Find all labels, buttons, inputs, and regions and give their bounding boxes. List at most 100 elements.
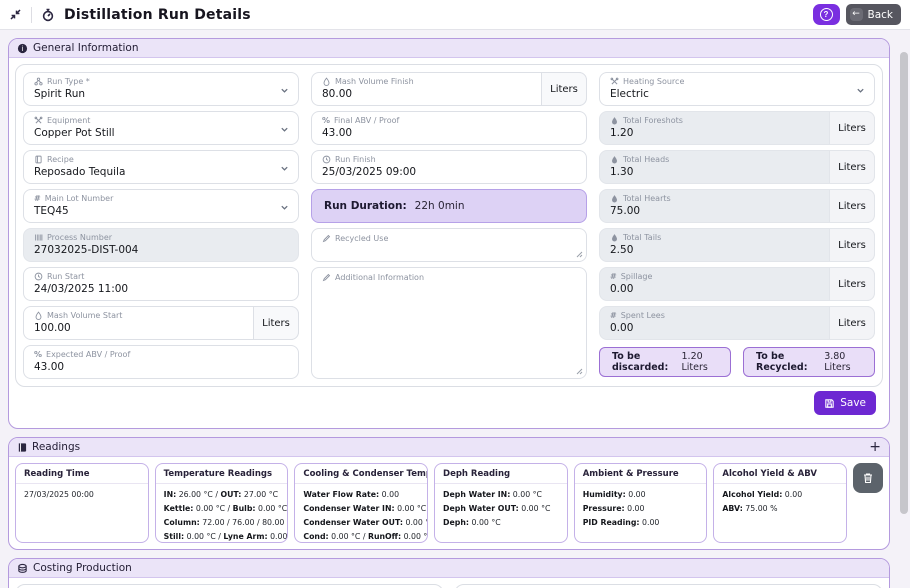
costing-card <box>454 584 883 588</box>
reading-line: Kettle: 0.00 °C / Bulb: 0.00 °C <box>163 503 288 513</box>
reading-card: Alcohol Yield & ABV Alcohol Yield: 0.00 AB… <box>713 463 848 543</box>
reading-line: 27/03/2025 00:00 <box>24 490 94 499</box>
readings-cards: Reading Time 27/03/2025 00:00 Temperature … <box>9 457 889 549</box>
reading-line: Deph Water OUT: 0.00 °C <box>443 503 551 513</box>
section-title: Costing Production <box>33 562 132 574</box>
section-title: Readings <box>32 441 81 453</box>
equipment-select[interactable]: Equipment Copper Pot Still <box>23 111 299 145</box>
reading-line: Condenser Water OUT: 0.00 °C <box>303 517 427 527</box>
heating-source-select[interactable]: Heating Source Electric <box>599 72 875 106</box>
book-icon <box>34 155 43 164</box>
run-type-select[interactable]: Run Type * Spirit Run <box>23 72 299 106</box>
unit-suffix: Liters <box>829 189 875 223</box>
percent-icon: % <box>322 115 331 125</box>
chevron-down-icon <box>280 164 289 173</box>
add-reading-button[interactable]: + <box>869 439 881 455</box>
barcode-icon <box>34 233 43 242</box>
top-bar: Distillation Run Details ? ← Back <box>0 0 910 30</box>
droplet-icon <box>610 155 619 164</box>
save-button[interactable]: Save <box>814 391 876 415</box>
hash-icon: # <box>610 271 617 281</box>
reading-line: Water Flow Rate: 0.00 <box>303 490 400 499</box>
spent-lees-field: # Spent Lees 0.00 Liters <box>599 306 875 340</box>
chevron-down-icon <box>856 86 865 95</box>
unit-suffix: Liters <box>829 267 875 301</box>
reading-line: Condenser Water IN: 0.00 °C <box>303 503 427 513</box>
reading-line: Cond: 0.00 °C / RunOff: 0.00 °C <box>303 531 428 541</box>
reading-card-title: Temperature Readings <box>155 464 288 484</box>
reading-card: Cooling & Condenser Temps Water Flow Rate… <box>294 463 429 543</box>
recipe-select[interactable]: Recipe Reposado Tequila <box>23 150 299 184</box>
back-button[interactable]: ← Back <box>845 4 901 25</box>
back-arrow-icon: ← <box>849 8 863 21</box>
hash-icon: # <box>610 310 617 320</box>
mash-volume-start-input[interactable]: Mash Volume Start 100.00 Liters <box>23 306 299 340</box>
reading-card-body: IN: 26.00 °C / OUT: 27.00 °C Kettle: 0.00… <box>156 484 288 542</box>
reading-line: PID Reading: 0.00 <box>582 517 660 527</box>
pencil-icon <box>322 273 331 282</box>
reading-card-body: Water Flow Rate: 0.00 Condenser Water IN:… <box>295 484 428 542</box>
to-be-discarded-badge: To be discarded: 1.20 Liters <box>599 347 731 377</box>
droplet-icon <box>610 194 619 203</box>
recycled-use-textarea[interactable]: Recycled Use <box>311 228 587 262</box>
to-be-recycled-badge: To be Recycled: 3.80 Liters <box>743 347 875 377</box>
droplet-icon <box>322 77 331 86</box>
vertical-scrollbar[interactable] <box>900 52 908 514</box>
save-icon <box>824 398 835 409</box>
run-start-input[interactable]: Run Start 24/03/2025 11:00 <box>23 267 299 301</box>
reading-card-body: 27/03/2025 00:00 <box>16 484 148 506</box>
divider <box>31 6 32 23</box>
unit-suffix: Liters <box>253 306 299 340</box>
main-lot-number-select[interactable]: # Main Lot Number TEQ45 <box>23 189 299 223</box>
reading-card: Temperature Readings IN: 26.00 °C / OUT: … <box>154 463 289 543</box>
unit-suffix: Liters <box>829 111 875 145</box>
delete-reading-button[interactable] <box>853 463 884 493</box>
run-duration-badge: Run Duration: 22h 0min <box>311 189 587 223</box>
general-information-header: i General Information <box>9 39 889 58</box>
total-heads-field: Total Heads 1.30 Liters <box>599 150 875 184</box>
section-title: General Information <box>33 42 139 54</box>
resize-handle-icon[interactable] <box>576 251 583 258</box>
run-finish-input[interactable]: Run Finish 25/03/2025 09:00 <box>311 150 587 184</box>
trash-icon <box>862 472 874 484</box>
unit-suffix: Liters <box>829 150 875 184</box>
coins-icon <box>17 563 28 574</box>
final-abv-input[interactable]: % Final ABV / Proof 43.00 <box>311 111 587 145</box>
droplet-icon <box>610 233 619 242</box>
total-foreshots-field: Total Foreshots 1.20 Liters <box>599 111 875 145</box>
tools-icon <box>34 116 43 125</box>
total-hearts-field: Total Hearts 75.00 Liters <box>599 189 875 223</box>
info-icon: i <box>17 43 28 54</box>
reading-card-body: Humidity: 0.00 Pressure: 0.00 PID Reading:… <box>575 484 707 534</box>
tools-icon <box>610 77 619 86</box>
chevron-down-icon <box>280 203 289 212</box>
help-button[interactable]: ? <box>812 4 840 25</box>
svg-text:i: i <box>21 44 23 53</box>
reading-card: Ambient & Pressure Humidity: 0.00 Pressure… <box>573 463 708 543</box>
unit-suffix: Liters <box>541 72 587 106</box>
reading-card-title: Reading Time <box>16 464 148 484</box>
timer-icon <box>41 8 55 22</box>
run-type-icon <box>34 77 43 86</box>
reading-card-body: Deph Water IN: 0.00 °C Deph Water OUT: 0.… <box>435 484 567 534</box>
costing-card <box>15 584 444 588</box>
spillage-field: # Spillage 0.00 Liters <box>599 267 875 301</box>
reading-line: IN: 26.00 °C / OUT: 27.00 °C <box>163 490 279 499</box>
page-content: i General Information Run Type * Spirit … <box>0 30 910 588</box>
reading-card-title: Cooling & Condenser Temps <box>295 464 428 484</box>
additional-information-textarea[interactable]: Additional Information <box>311 267 587 379</box>
costing-body <box>9 578 889 588</box>
collapse-sidebar-icon[interactable] <box>9 8 22 21</box>
resize-handle-icon[interactable] <box>576 368 583 375</box>
pencil-icon <box>322 234 331 243</box>
reading-line: Deph: 0.00 °C <box>443 517 501 527</box>
reading-card: Deph Reading Deph Water IN: 0.00 °C Deph W… <box>434 463 568 543</box>
total-tails-field: Total Tails 2.50 Liters <box>599 228 875 262</box>
expected-abv-input[interactable]: % Expected ABV / Proof 43.00 <box>23 345 299 379</box>
mash-volume-finish-input[interactable]: Mash Volume Finish 80.00 Liters <box>311 72 587 106</box>
reading-card-title: Alcohol Yield & ABV <box>714 464 847 484</box>
reading-line: Alcohol Yield: 0.00 <box>722 490 803 499</box>
general-form: Run Type * Spirit Run Equipment Copper P… <box>15 64 883 387</box>
clock-icon <box>34 272 43 281</box>
journal-icon <box>17 442 27 453</box>
